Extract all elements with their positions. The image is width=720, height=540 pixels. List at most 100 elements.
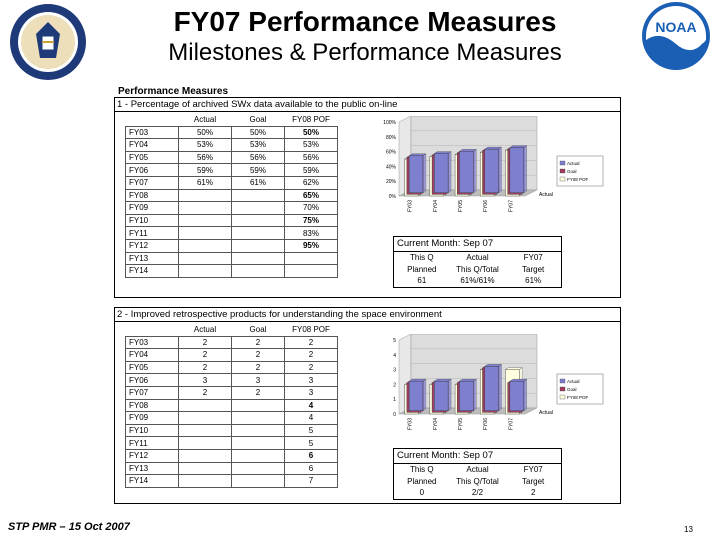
bar-side <box>473 149 477 194</box>
table-cell: FY14 <box>125 264 179 278</box>
measure-2-heading: 2 - Improved retrospective products for … <box>115 308 620 322</box>
table-cell <box>231 251 285 266</box>
table-cell: 3 <box>178 373 232 387</box>
table-cell: 59% <box>284 163 338 177</box>
table-cell <box>178 436 232 450</box>
x-tick-label: FY04 <box>433 200 439 212</box>
table-row: FY08 65% <box>125 188 338 203</box>
page-subtitle: Milestones & Performance Measures <box>168 39 562 66</box>
table-row: FY13 <box>125 251 338 266</box>
table-cell <box>178 213 232 228</box>
bar <box>459 381 474 412</box>
table-cell: 50% <box>231 125 285 140</box>
bar-side <box>473 378 477 412</box>
col-header: FY08 POF <box>284 114 338 127</box>
table-cell <box>231 448 285 463</box>
col-header: FY08 POF <box>284 324 338 337</box>
table-cell: FY05 <box>125 150 179 165</box>
y-tick-label: 100% <box>383 120 396 126</box>
bar-side <box>523 145 527 194</box>
bar <box>459 151 474 193</box>
bar <box>509 381 524 412</box>
table-cell: FY09 <box>125 411 179 425</box>
table-cell: 56% <box>178 150 232 165</box>
bar <box>484 148 499 193</box>
table-cell <box>178 226 232 240</box>
cm-cell: Actual <box>466 253 489 262</box>
table-cell: 75% <box>284 213 338 228</box>
table-cell <box>231 201 285 215</box>
col-header: Actual <box>178 114 232 127</box>
cm-cell: 61%/61% <box>460 276 495 285</box>
cm-cell: 2/2 <box>471 488 484 497</box>
table-row: FY04 2 2 2 <box>125 348 338 362</box>
y-tick-label: 0% <box>389 194 397 200</box>
table-row: FY08 4 <box>125 398 338 413</box>
page-number: 13 <box>684 525 693 534</box>
measure-1-chart: 0% 20% 40% 60% 80% 100% FY03 FY04 FY05 FY06 FY07 Ac… <box>383 116 604 212</box>
table-cell <box>231 188 285 203</box>
table-cell <box>284 264 338 278</box>
table-cell: FY07 <box>125 175 179 190</box>
legend-entry: FY08 POF <box>567 177 589 182</box>
table-cell: 59% <box>231 163 285 177</box>
legend-swatch <box>559 386 566 392</box>
cm-cell: 2 <box>530 488 536 497</box>
table-cell: FY14 <box>125 474 179 488</box>
table-cell: 6 <box>284 448 338 463</box>
table-cell <box>284 251 338 266</box>
table-cell <box>231 226 285 240</box>
table-cell <box>178 423 232 438</box>
table-cell <box>178 201 232 215</box>
table-cell <box>178 448 232 463</box>
bar-side <box>523 378 527 412</box>
legend-swatch <box>559 378 566 384</box>
y-tick-label: 0 <box>393 412 396 418</box>
table-cell: FY07 <box>125 385 179 400</box>
table-cell: 3 <box>284 373 338 387</box>
col-header: Goal <box>231 114 285 127</box>
table-row: FY12 95% <box>125 238 338 253</box>
table-row: FY05 56% 56% 56% <box>125 150 338 165</box>
table-row: FY05 2 2 2 <box>125 360 338 375</box>
y-tick-label: 20% <box>386 179 397 185</box>
bar-side <box>447 378 452 412</box>
table-cell <box>231 474 285 488</box>
table-cell: 53% <box>284 138 338 152</box>
legend-swatch <box>559 394 566 400</box>
cm-cell: 61% <box>525 276 542 285</box>
table-cell: 70% <box>284 201 338 215</box>
table-row: FY10 75% <box>125 213 338 228</box>
table-cell: 83% <box>284 226 338 240</box>
legend-swatch <box>559 176 566 182</box>
y-tick-label: 80% <box>386 135 397 141</box>
legend-entry: Goal <box>567 387 577 392</box>
table-cell: 2 <box>284 360 338 375</box>
table-cell <box>231 411 285 425</box>
table-cell: 53% <box>178 138 232 152</box>
table-cell: FY06 <box>125 373 179 387</box>
table-row: FY04 53% 53% 53% <box>125 138 338 152</box>
table-cell: FY12 <box>125 448 179 463</box>
table-cell: 50% <box>178 125 232 140</box>
current-month-heading: Current Month: Sep 07 <box>394 449 561 464</box>
table-row: FY13 6 <box>125 461 338 476</box>
table-cell: 2 <box>231 335 285 350</box>
table-cell <box>231 398 285 413</box>
table-cell: 2 <box>178 335 232 350</box>
table-cell: 2 <box>284 348 338 362</box>
measure-2-current-month: Current Month: Sep 07 This Q Actual FY07… <box>393 448 562 500</box>
bar-side <box>447 151 452 194</box>
cm-cell: This Q/Total <box>456 264 499 274</box>
x-tick-label: FY07 <box>508 418 514 430</box>
table-cell: 3 <box>231 373 285 387</box>
table-cell <box>178 411 232 425</box>
table-row: FY03 50% 50% 50% <box>125 125 338 140</box>
depth-axis-label: Actual <box>539 410 553 416</box>
measure-2-table: Actual Goal FY08 POF FY03 2 2 2 FY04 2 2 2 FY05 2… <box>125 324 338 488</box>
legend-swatch <box>559 168 566 174</box>
bar <box>484 366 499 412</box>
measure-2-chart: 0 1 2 3 4 5 FY03 FY04 FY05 FY06 FY07 Actual Actual Go… <box>393 334 604 430</box>
x-tick-label: FY06 <box>483 418 489 430</box>
table-cell: FY04 <box>125 138 179 152</box>
